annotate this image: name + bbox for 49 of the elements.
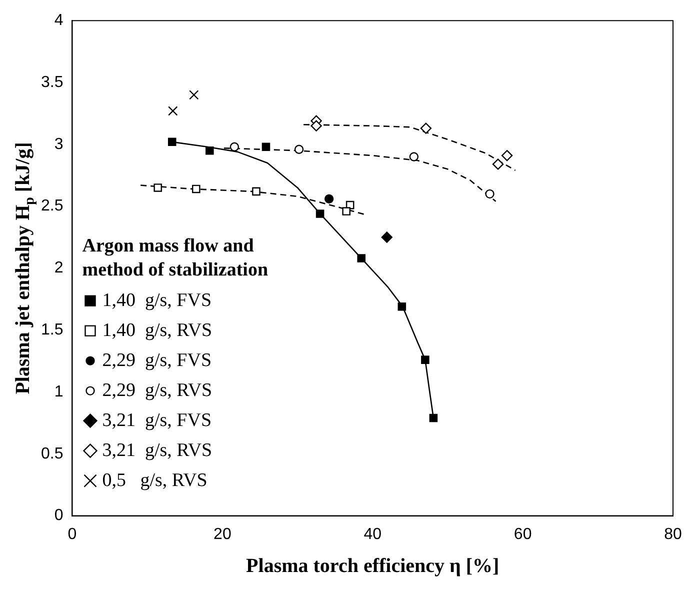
point	[342, 207, 350, 216]
legend-label: 2,29 g/s, FVS	[102, 350, 212, 371]
point	[421, 356, 430, 364]
point	[485, 189, 494, 199]
point	[168, 106, 178, 116]
legend-label: 3,21 g/s, RVS	[102, 440, 212, 461]
legend-label: 1,40 g/s, FVS	[102, 290, 212, 311]
y-tick-label: 1	[54, 383, 64, 400]
point	[492, 158, 504, 170]
point	[429, 414, 438, 422]
point	[294, 144, 304, 154]
point	[154, 184, 162, 192]
y-tick-label: 2	[54, 260, 64, 277]
y-tick-label: 3.5	[40, 74, 64, 91]
point	[420, 122, 432, 134]
point	[168, 138, 176, 146]
point	[206, 146, 214, 155]
point	[310, 120, 322, 132]
x-tick-label: 40	[364, 526, 382, 543]
y-tick-label: 0	[54, 507, 64, 524]
point	[192, 184, 200, 194]
legend-label: 1,40 g/s, RVS	[102, 320, 212, 341]
y-tick-label: 2.5	[40, 198, 64, 215]
legend-label: 0,5 g/s, RVS	[102, 470, 208, 491]
point	[398, 302, 406, 311]
x-tick-label: 60	[514, 526, 532, 543]
y-tick-label: 4	[54, 12, 64, 30]
y-tick-label: 0.5	[40, 445, 64, 462]
point	[501, 150, 513, 162]
point	[316, 210, 324, 218]
x-axis-title: Plasma torch efficiency η [%]	[246, 555, 500, 578]
y-axis-title: Plasma jet enthalpy Hp [kJ/g]	[12, 142, 38, 394]
point	[381, 232, 392, 243]
x-tick-label: 20	[214, 526, 232, 543]
x-tick-label: 0	[68, 526, 77, 543]
line-series	[302, 124, 516, 172]
point	[189, 90, 199, 100]
x-tick-label: 80	[664, 526, 682, 543]
point	[324, 194, 334, 204]
y-tick-label: 1.5	[40, 322, 64, 339]
point	[409, 152, 419, 162]
legend-label: 3,21 g/s, FVS	[102, 410, 212, 431]
point	[230, 142, 240, 152]
point	[262, 142, 270, 152]
legend-label: 2,29 g/s, RVS	[102, 380, 212, 401]
point	[252, 187, 260, 196]
point	[357, 254, 366, 262]
legend-title: Argon mass flow and method of stabilization	[82, 236, 268, 281]
y-tick-label: 3	[54, 136, 64, 153]
